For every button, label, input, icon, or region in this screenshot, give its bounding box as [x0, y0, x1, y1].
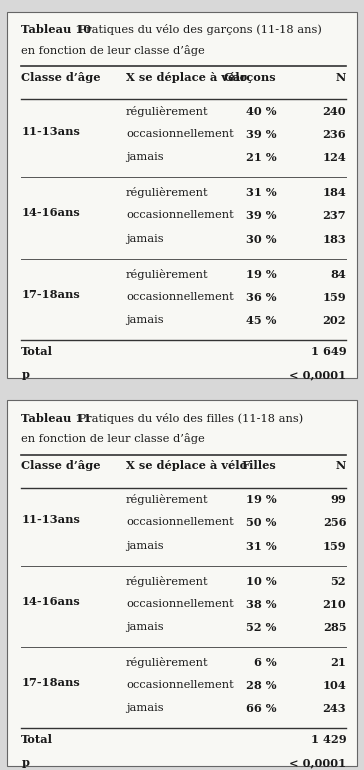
Text: 256: 256 — [323, 517, 346, 528]
Text: 17-18ans: 17-18ans — [21, 677, 80, 688]
Text: jamais: jamais — [126, 541, 164, 551]
Text: 183: 183 — [323, 233, 346, 245]
Text: occasionnellement: occasionnellement — [126, 210, 234, 220]
Text: 10 %: 10 % — [246, 576, 276, 587]
Text: régulièrement: régulièrement — [126, 657, 209, 668]
FancyBboxPatch shape — [7, 12, 357, 378]
Text: 28 %: 28 % — [246, 680, 276, 691]
Text: 40 %: 40 % — [246, 106, 276, 117]
Text: Garçons: Garçons — [224, 72, 276, 83]
Text: < 0,0001: < 0,0001 — [289, 369, 346, 380]
Text: 99: 99 — [331, 494, 346, 505]
Text: 52 %: 52 % — [246, 622, 276, 633]
Text: 14-16ans: 14-16ans — [21, 595, 80, 607]
Text: régulièrement: régulièrement — [126, 576, 209, 587]
Text: Filles: Filles — [242, 460, 276, 471]
Text: 31 %: 31 % — [246, 187, 276, 199]
Text: p: p — [21, 758, 29, 768]
Text: p: p — [21, 369, 29, 380]
Text: jamais: jamais — [126, 152, 164, 162]
Text: Classe d’âge: Classe d’âge — [21, 460, 101, 471]
Text: Pratiques du vélo des filles (11-18 ans): Pratiques du vélo des filles (11-18 ans) — [75, 413, 304, 424]
Text: Total: Total — [21, 346, 53, 357]
Text: 240: 240 — [323, 106, 346, 117]
Text: 184: 184 — [323, 187, 346, 199]
Text: occasionnellement: occasionnellement — [126, 680, 234, 690]
Text: 11-13ans: 11-13ans — [21, 126, 80, 137]
Text: 237: 237 — [323, 210, 346, 222]
Text: 39 %: 39 % — [246, 129, 276, 140]
Text: en fonction de leur classe d’âge: en fonction de leur classe d’âge — [21, 433, 205, 444]
Text: 31 %: 31 % — [246, 541, 276, 551]
Text: Pratiques du vélo des garçons (11-18 ans): Pratiques du vélo des garçons (11-18 ans… — [75, 25, 322, 35]
Text: occasionnellement: occasionnellement — [126, 517, 234, 527]
Text: 39 %: 39 % — [246, 210, 276, 222]
Text: N: N — [336, 460, 346, 471]
Text: régulièrement: régulièrement — [126, 494, 209, 505]
Text: Tableau 11: Tableau 11 — [21, 413, 92, 424]
Text: 21 %: 21 % — [246, 152, 276, 163]
Text: jamais: jamais — [126, 233, 164, 243]
Text: 66 %: 66 % — [246, 703, 276, 714]
Text: 6 %: 6 % — [254, 657, 276, 668]
Text: Classe d’âge: Classe d’âge — [21, 72, 101, 83]
Text: 30 %: 30 % — [246, 233, 276, 245]
Text: 14-16ans: 14-16ans — [21, 207, 80, 218]
Text: 243: 243 — [323, 703, 346, 714]
Text: 285: 285 — [323, 622, 346, 633]
Text: 11-13ans: 11-13ans — [21, 514, 80, 525]
Text: 38 %: 38 % — [246, 599, 276, 610]
Text: 210: 210 — [323, 599, 346, 610]
Text: régulièrement: régulièrement — [126, 269, 209, 280]
Text: 50 %: 50 % — [246, 517, 276, 528]
Text: Total: Total — [21, 735, 53, 745]
Text: 104: 104 — [323, 680, 346, 691]
Text: Tableau 10: Tableau 10 — [21, 25, 91, 35]
Text: 21: 21 — [331, 657, 346, 668]
Text: 36 %: 36 % — [246, 292, 276, 303]
Text: jamais: jamais — [126, 622, 164, 632]
FancyBboxPatch shape — [7, 400, 357, 766]
Text: 84: 84 — [331, 269, 346, 280]
Text: 124: 124 — [323, 152, 346, 163]
Text: 159: 159 — [323, 292, 346, 303]
Text: 202: 202 — [323, 315, 346, 326]
Text: 17-18ans: 17-18ans — [21, 289, 80, 300]
Text: 1 649: 1 649 — [310, 346, 346, 357]
Text: régulièrement: régulièrement — [126, 187, 209, 199]
Text: jamais: jamais — [126, 703, 164, 713]
Text: < 0,0001: < 0,0001 — [289, 758, 346, 768]
Text: 236: 236 — [323, 129, 346, 140]
Text: N: N — [336, 72, 346, 83]
Text: 19 %: 19 % — [246, 269, 276, 280]
Text: 1 429: 1 429 — [310, 735, 346, 745]
Text: X se déplace à vélo: X se déplace à vélo — [126, 460, 248, 471]
Text: 52: 52 — [331, 576, 346, 587]
Text: 19 %: 19 % — [246, 494, 276, 505]
Text: en fonction de leur classe d’âge: en fonction de leur classe d’âge — [21, 45, 205, 55]
Text: 159: 159 — [323, 541, 346, 551]
Text: régulièrement: régulièrement — [126, 106, 209, 117]
Text: occasionnellement: occasionnellement — [126, 129, 234, 139]
Text: jamais: jamais — [126, 315, 164, 325]
Text: X se déplace à vélo: X se déplace à vélo — [126, 72, 248, 83]
Text: occasionnellement: occasionnellement — [126, 292, 234, 302]
Text: 45 %: 45 % — [246, 315, 276, 326]
Text: occasionnellement: occasionnellement — [126, 599, 234, 609]
